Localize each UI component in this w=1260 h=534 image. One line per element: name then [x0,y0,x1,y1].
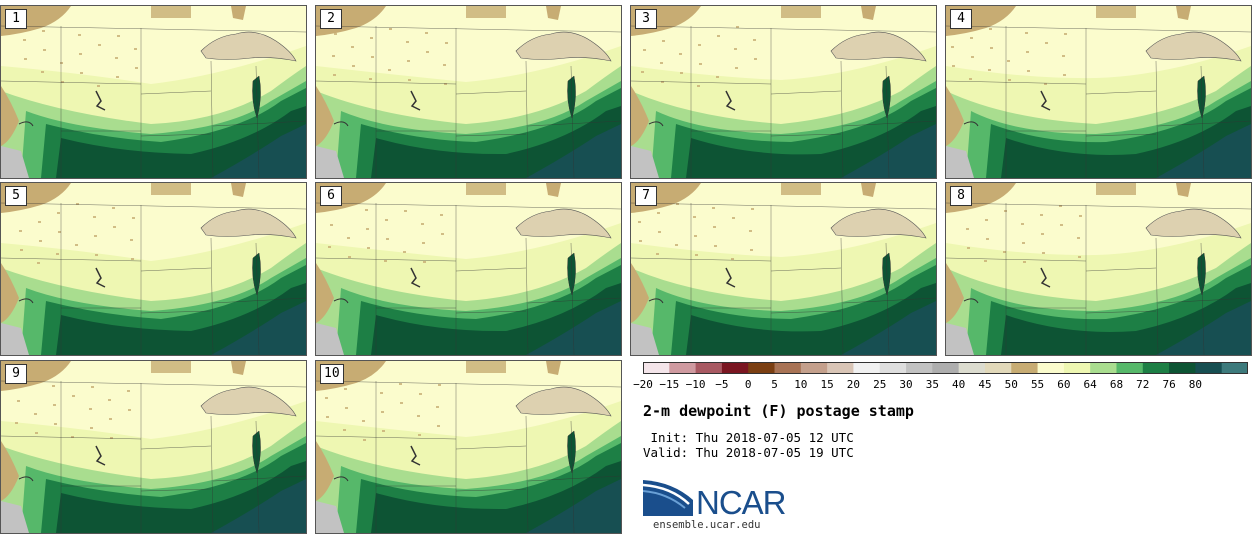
colorbar-segment [1169,362,1196,374]
colorbar-tick-label: 50 [1004,378,1018,391]
panel-label: 2 [320,9,342,29]
postage-stamp-2: 2 [315,5,622,179]
postage-stamp-9: 9 [0,360,307,534]
map-6 [316,183,621,355]
colorbar-segment [1195,362,1223,374]
postage-stamp-5: 5 [0,182,307,356]
panel-label: 5 [5,186,27,206]
chart-title: 2-m dewpoint (F) postage stamp [643,402,914,420]
ncar-logo-icon [643,480,693,516]
colorbar-segment [906,362,933,374]
colorbar-tick-label: 25 [873,378,887,391]
colorbar-segment [1142,362,1170,374]
postage-stamp-6: 6 [315,182,622,356]
colorbar-tick-label: −15 [659,378,680,391]
postage-stamp-7: 7 [630,182,937,356]
map-7 [631,183,936,355]
map-10 [316,361,621,533]
colorbar-segment [1037,362,1065,374]
panel-label: 9 [5,364,27,384]
map-1 [1,6,306,178]
init-time: Init: Thu 2018-07-05 12 UTC [643,430,854,445]
colorbar-tick-label: −20 [633,378,653,391]
colorbar-tick-label: 64 [1083,378,1097,391]
colorbar-tick-label: 68 [1109,378,1124,391]
colorbar-tick-label: 0 [744,378,752,391]
panel-label: 4 [950,9,972,29]
colorbar-segment [695,362,723,374]
colorbar-tick-label: 45 [978,378,992,391]
colorbar-tick-label: 40 [952,378,966,391]
colorbar-segment [1063,362,1091,374]
colorbar-tick-label: 5 [771,378,778,391]
panel-label: 3 [635,9,657,29]
colorbar-segment [800,362,828,374]
colorbar-segment [748,362,776,374]
colorbar-segment [643,362,670,374]
postage-stamp-10: 10 [315,360,622,534]
colorbar-tick-label: 80 [1188,378,1203,391]
colorbar-tick-label: 10 [794,378,808,391]
panel-label: 1 [5,9,27,29]
valid-time: Valid: Thu 2018-07-05 19 UTC [643,445,854,460]
colorbar-segment [1221,362,1248,374]
panel-label: 7 [635,186,657,206]
map-2 [316,6,621,178]
colorbar-segment [1116,362,1144,374]
colorbar-tick-label: −5 [715,378,729,391]
colorbar-segment [669,362,697,374]
panel-label: 8 [950,186,972,206]
colorbar-tick-label: −10 [685,378,706,391]
colorbar-tick-label: 35 [925,378,939,391]
colorbar-tick-label: 55 [1030,378,1045,391]
colorbar [643,362,1248,374]
colorbar-segment [932,362,960,374]
map-4 [946,6,1251,178]
colorbar-segment [774,362,802,374]
logo-text: NCAR [696,484,787,521]
map-8 [946,183,1251,355]
postage-stamp-3: 3 [630,5,937,179]
postage-stamp-4: 4 [945,5,1252,179]
panel-label: 6 [320,186,342,206]
map-3 [631,6,936,178]
colorbar-segment [827,362,854,374]
postage-stamp-1: 1 [0,5,307,179]
colorbar-tick-label: 15 [820,378,834,391]
colorbar-segment [853,362,881,374]
website-url: ensemble.ucar.edu [653,519,761,531]
postage-stamp-8: 8 [945,182,1252,356]
colorbar-segment [1011,362,1039,374]
colorbar-segment [958,362,986,374]
colorbar-tick-label: 20 [846,378,861,391]
colorbar-tick-label: 72 [1136,378,1150,391]
colorbar-segment [721,362,749,374]
colorbar-segment [879,362,907,374]
colorbar-tick-label: 76 [1162,378,1176,391]
colorbar-segment [1090,362,1117,374]
map-5 [1,183,306,355]
map-9 [1,361,306,533]
colorbar-tick-label: 60 [1057,378,1071,391]
panel-label: 10 [320,364,344,384]
colorbar-segment [984,362,1012,374]
colorbar-tick-label: 30 [899,378,913,391]
